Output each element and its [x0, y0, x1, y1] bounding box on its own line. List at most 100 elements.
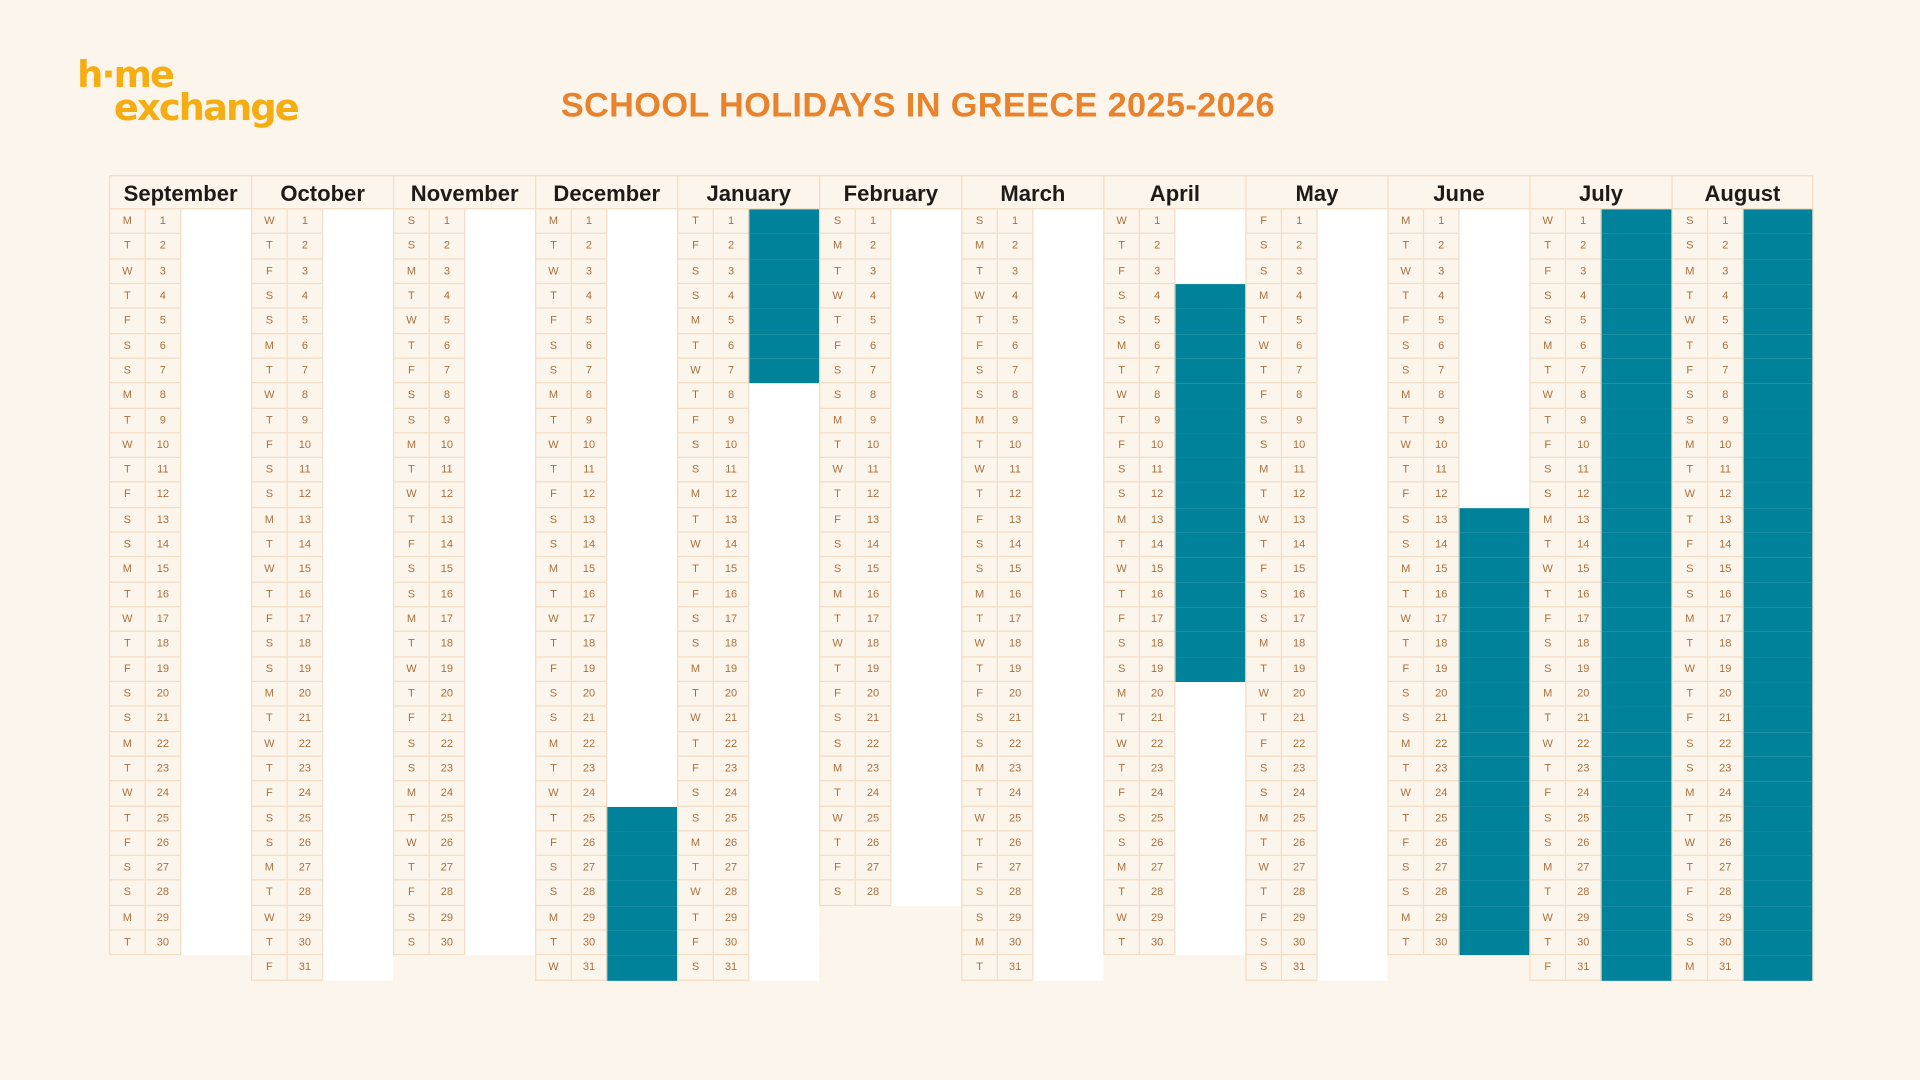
- holiday-marker: [1742, 781, 1814, 807]
- weekday-letter: F: [1529, 433, 1565, 459]
- day-number: 11: [1422, 458, 1459, 483]
- day-row: F 24: [1103, 781, 1246, 807]
- weekday-letter: S: [1245, 582, 1281, 608]
- day-row: F 10: [1529, 433, 1672, 459]
- day-number: 3: [1422, 259, 1459, 285]
- day-slot: [748, 930, 820, 956]
- day-row: T 17: [819, 607, 962, 633]
- weekday-letter: T: [1103, 756, 1139, 782]
- weekday-letter: S: [1529, 458, 1565, 483]
- day-row: S 26: [1103, 831, 1246, 857]
- weekday-letter: F: [1245, 557, 1281, 583]
- day-row: T 10: [961, 433, 1104, 459]
- day-row: T 23: [1529, 756, 1672, 782]
- weekday-letter: W: [393, 657, 429, 682]
- holiday-marker: [1174, 582, 1246, 608]
- day-slot: [890, 831, 962, 857]
- day-row: S 19: [1529, 657, 1672, 682]
- day-row: T 25: [108, 806, 252, 832]
- day-number: 5: [1564, 308, 1601, 334]
- month-column-december: December M 1 T 2 W 3 T 4 F 5 S 6 S 7 M 8 T 9 W 10 T 11 F 12 S 13 S 1…: [535, 175, 678, 981]
- weekday-letter: S: [1387, 358, 1423, 384]
- holiday-marker: [1742, 383, 1814, 409]
- day-number: 7: [1422, 358, 1459, 384]
- day-slot: [180, 681, 252, 707]
- day-number: 12: [428, 482, 465, 508]
- weekday-letter: W: [393, 831, 429, 857]
- weekday-letter: M: [393, 781, 429, 807]
- day-number: 27: [1280, 856, 1317, 881]
- day-slot: [180, 358, 252, 384]
- month-header: August: [1671, 175, 1814, 210]
- day-slot: [464, 582, 536, 608]
- weekday-letter: S: [1671, 930, 1707, 956]
- day-number: 19: [1280, 657, 1317, 682]
- day-number: 26: [286, 831, 323, 857]
- day-row: F 30: [677, 930, 820, 956]
- weekday-letter: S: [1671, 209, 1707, 235]
- month-column-march: March S 1 M 2 T 3 W 4 T 5 F 6 S 7 S 8 M 9 T 10 W 11 T 12 F 13 S 14 S 1…: [961, 175, 1104, 981]
- day-number: 11: [1138, 458, 1175, 483]
- day-slot: [890, 308, 962, 334]
- day-number: 18: [428, 632, 465, 658]
- day-slot: [1316, 930, 1388, 956]
- day-row: S 13: [1387, 507, 1530, 533]
- day-row: T 12: [1245, 482, 1388, 508]
- day-row: S 18: [677, 632, 820, 658]
- day-row: S 22: [393, 731, 536, 757]
- weekday-letter: S: [1245, 433, 1281, 459]
- day-number: 4: [1138, 284, 1175, 309]
- day-slot: [1458, 458, 1530, 483]
- day-number: 10: [1138, 433, 1175, 459]
- day-row: W 21: [677, 706, 820, 732]
- day-slot: [1032, 831, 1104, 857]
- day-slot: [322, 408, 394, 434]
- day-number: 10: [1280, 433, 1317, 459]
- month-header: November: [393, 175, 536, 210]
- day-slot: [322, 507, 394, 533]
- weekday-letter: F: [1529, 955, 1565, 981]
- day-number: 2: [144, 234, 181, 260]
- weekday-letter: T: [677, 507, 713, 533]
- day-row: S 22: [1671, 731, 1814, 757]
- weekday-letter: S: [393, 731, 429, 757]
- weekday-letter: F: [1671, 358, 1707, 384]
- day-number: 27: [286, 856, 323, 881]
- weekday-letter: S: [819, 557, 855, 583]
- holiday-marker: [1742, 433, 1814, 459]
- weekday-letter: W: [819, 284, 855, 309]
- day-number: 15: [854, 557, 891, 583]
- day-number: 19: [570, 657, 607, 682]
- day-slot: [322, 284, 394, 309]
- day-slot: [1032, 657, 1104, 682]
- day-row: M 13: [1103, 507, 1246, 533]
- day-slot: [606, 308, 678, 334]
- day-slot: [890, 507, 962, 533]
- weekday-letter: M: [535, 905, 571, 931]
- weekday-letter: T: [1387, 458, 1423, 483]
- day-number: 28: [996, 880, 1033, 906]
- day-slot: [1032, 234, 1104, 260]
- holiday-marker: [1174, 657, 1246, 682]
- day-row: S 15: [961, 557, 1104, 583]
- day-number: 8: [1564, 383, 1601, 409]
- day-number: 22: [1422, 731, 1459, 757]
- day-row: F 20: [961, 681, 1104, 707]
- weekday-letter: T: [251, 234, 287, 260]
- month-column-may: May F 1 S 2 S 3 M 4 T 5 W 6 T 7 F 8 S 9 S 10 M 11 T 12 W 13 T 14 F 15 S…: [1245, 175, 1388, 981]
- weekday-letter: T: [108, 234, 145, 260]
- day-slot: [464, 234, 536, 260]
- day-row: W 11: [961, 458, 1104, 483]
- day-number: 8: [1138, 383, 1175, 409]
- weekday-letter: T: [1103, 234, 1139, 260]
- day-number: 8: [570, 383, 607, 409]
- day-slot: [1032, 681, 1104, 707]
- day-row: M 15: [1387, 557, 1530, 583]
